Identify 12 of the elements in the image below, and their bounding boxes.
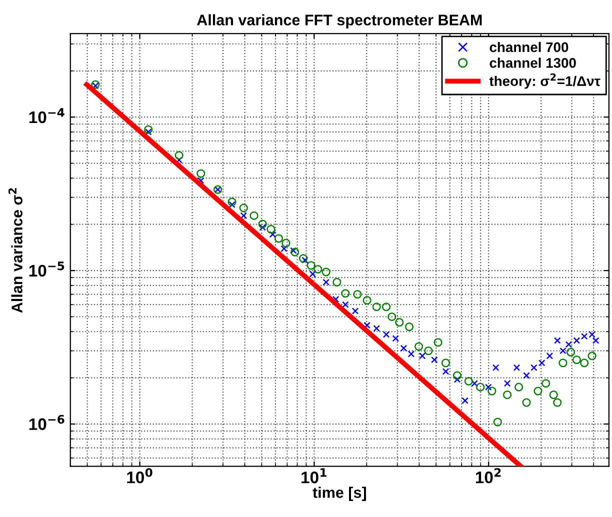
x-axis-title: time [s] <box>312 486 366 501</box>
x-tick-label: 10$^{2}$ <box>476 468 501 484</box>
y-tick-label: 10$^{−4}$ <box>29 108 64 124</box>
y-tick-label: 10$^{−6}$ <box>29 414 64 430</box>
y-axis-title: Allan variance σ$^{2}$ <box>8 188 22 313</box>
legend-label: channel 1300 <box>490 58 576 68</box>
legend-label: channel 700 <box>490 42 568 52</box>
chart-title: Allan variance FFT spectrometer BEAM <box>196 14 482 28</box>
x-tick-label: 10$^{1}$ <box>302 468 327 484</box>
legend-label: theory: σ$^{2}$=1/Δντ <box>489 73 600 89</box>
x-tick-label: 10$^{0}$ <box>127 468 152 484</box>
y-tick-label: 10$^{−5}$ <box>29 262 64 277</box>
